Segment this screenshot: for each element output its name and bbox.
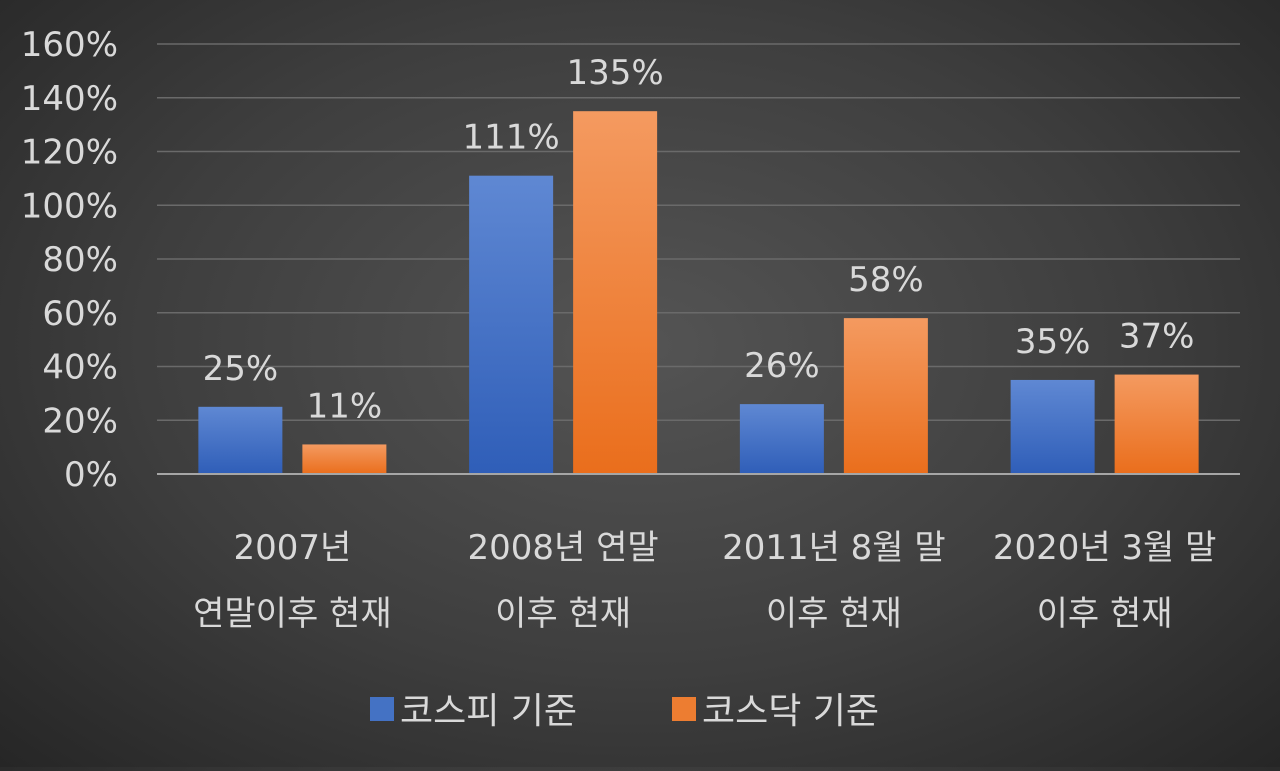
legend-swatch [672, 697, 696, 721]
gridlines [157, 43, 1240, 421]
bar-series-0-cat-1 [469, 175, 554, 474]
data-label: 135% [567, 53, 664, 93]
data-label: 111% [463, 118, 560, 158]
category-label: 이후 현재 [766, 594, 902, 634]
y-tick-label: 120% [21, 133, 118, 173]
category-label: 2007년 [233, 528, 351, 568]
data-label: 11% [307, 386, 383, 426]
category-label: 이후 현재 [495, 594, 631, 634]
y-tick-label: 140% [21, 79, 118, 119]
bar-series-0-cat-2 [739, 404, 824, 474]
data-label: 26% [744, 346, 820, 386]
bar-series-0-cat-0 [198, 406, 283, 474]
data-label: 37% [1119, 317, 1195, 357]
category-label: 연말이후 현재 [193, 594, 392, 634]
bar-series-1-cat-0 [302, 444, 387, 474]
y-tick-label: 40% [42, 348, 118, 388]
data-label: 25% [203, 349, 279, 389]
y-tick-label: 0% [64, 455, 118, 495]
legend-label: 코스닥 기준 [702, 691, 879, 732]
data-labels: 25% 111% 26% 35% 11% 135% 58% 37% [203, 53, 1195, 426]
legend: 코스피 기준 코스닥 기준 [370, 691, 879, 732]
y-tick-label: 20% [42, 401, 118, 441]
category-label: 2020년 3월 말 [993, 528, 1217, 568]
y-tick-label: 100% [21, 186, 118, 226]
bars [198, 111, 1199, 474]
bar-series-1-cat-1 [573, 111, 658, 474]
y-tick-label: 160% [21, 25, 118, 65]
category-label: 2011년 8월 말 [722, 528, 946, 568]
category-label: 2008년 연말 [468, 528, 659, 568]
data-label: 35% [1015, 322, 1091, 362]
bar-series-1-cat-2 [843, 318, 928, 474]
y-axis-tick-labels: 0% 20% 40% 60% 80% 100% 120% 140% 160% [21, 25, 118, 495]
y-tick-label: 60% [42, 294, 118, 334]
legend-label: 코스피 기준 [400, 691, 577, 732]
y-tick-label: 80% [42, 240, 118, 280]
data-label: 58% [848, 260, 924, 300]
category-label: 이후 현재 [1037, 594, 1173, 634]
bar-series-1-cat-3 [1114, 374, 1199, 474]
legend-swatch [370, 697, 394, 721]
bar-series-0-cat-3 [1010, 379, 1095, 474]
